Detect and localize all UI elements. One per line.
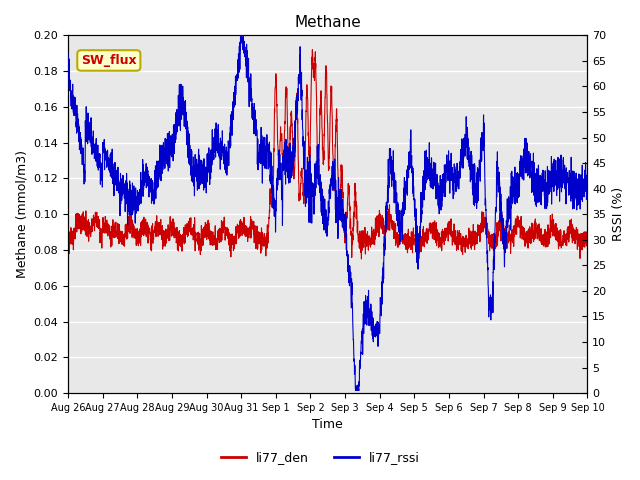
Text: SW_flux: SW_flux <box>81 54 136 67</box>
Title: Methane: Methane <box>294 15 361 30</box>
Y-axis label: Methane (mmol/m3): Methane (mmol/m3) <box>15 150 28 278</box>
Y-axis label: RSSI (%): RSSI (%) <box>612 187 625 241</box>
Legend: li77_den, li77_rssi: li77_den, li77_rssi <box>216 446 424 469</box>
X-axis label: Time: Time <box>312 419 343 432</box>
